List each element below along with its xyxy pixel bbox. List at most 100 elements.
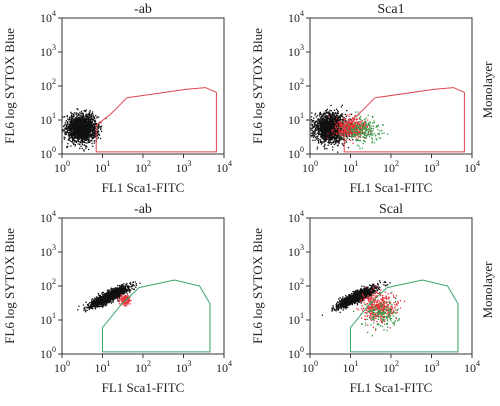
- event-dot: [100, 122, 102, 124]
- event-dot: [89, 116, 92, 118]
- event-dot: [351, 132, 353, 134]
- event-dot: [324, 135, 327, 138]
- event-dot: [317, 125, 319, 127]
- event-dot: [354, 130, 357, 132]
- event-dot: [70, 129, 72, 131]
- event-dot: [340, 106, 342, 108]
- event-dot: [320, 125, 322, 127]
- event-dot: [79, 130, 81, 132]
- event-dot: [78, 128, 80, 130]
- event-dot: [73, 124, 75, 126]
- event-dot: [87, 132, 90, 135]
- event-dot: [343, 117, 345, 119]
- event-dot: [337, 112, 339, 115]
- event-dot: [79, 114, 81, 116]
- event-dot: [335, 130, 337, 132]
- event-dot: [330, 130, 332, 132]
- event-dot: [69, 133, 72, 135]
- event-dot: [322, 115, 324, 117]
- event-dot: [73, 129, 75, 131]
- event-dot: [68, 133, 70, 135]
- event-dot: [72, 137, 74, 139]
- event-dot: [341, 113, 344, 115]
- event-dot: [381, 130, 383, 132]
- event-dot: [362, 126, 364, 128]
- y-tick-label: 101: [40, 111, 56, 127]
- event-dot: [358, 133, 360, 135]
- event-dot: [367, 124, 370, 126]
- event-dot: [316, 129, 318, 131]
- event-dot: [72, 138, 74, 141]
- event-dot: [325, 120, 327, 123]
- event-dot: [336, 115, 338, 117]
- event-dot: [320, 129, 322, 131]
- event-dot: [71, 131, 74, 133]
- event-dot: [379, 130, 381, 132]
- event-dot: [108, 301, 111, 303]
- event-dot: [328, 136, 331, 139]
- event-dot: [354, 135, 356, 138]
- event-dot: [65, 124, 67, 126]
- event-dot: [77, 131, 79, 134]
- event-dot: [327, 124, 329, 126]
- event-dot: [364, 121, 366, 123]
- event-dot: [85, 127, 87, 129]
- event-dot: [342, 126, 344, 129]
- event-dot: [324, 126, 326, 129]
- event-dot: [86, 133, 88, 135]
- event-dot: [90, 135, 92, 137]
- event-dot: [340, 138, 342, 141]
- event-dot: [341, 118, 343, 121]
- event-dot: [356, 130, 358, 132]
- event-dot: [70, 122, 72, 124]
- event-dot: [358, 145, 360, 147]
- event-dot: [69, 116, 71, 118]
- event-dot: [339, 139, 341, 141]
- event-dot: [74, 117, 76, 119]
- event-dot: [327, 128, 329, 130]
- event-dot: [98, 125, 100, 127]
- event-dot: [57, 136, 58, 137]
- event-dot: [349, 127, 351, 129]
- event-dot: [84, 131, 86, 133]
- event-dot: [340, 126, 343, 128]
- event-dot: [336, 137, 338, 139]
- event-dot: [110, 287, 112, 289]
- event-dot: [352, 121, 354, 123]
- event-dot: [81, 118, 83, 120]
- event-dot: [75, 129, 77, 131]
- event-dot: [72, 117, 74, 120]
- event-dot: [353, 132, 355, 134]
- event-dot: [91, 124, 94, 126]
- event-dot: [85, 114, 88, 116]
- event-dot: [371, 138, 374, 140]
- event-dot: [66, 129, 69, 131]
- event-dot: [323, 113, 326, 115]
- event-dot: [369, 125, 371, 127]
- event-dot: [87, 129, 89, 131]
- event-dot: [322, 127, 324, 129]
- event-dot: [375, 126, 377, 128]
- event-dot: [112, 299, 114, 301]
- event-dot: [355, 133, 357, 136]
- event-dot: [335, 127, 337, 129]
- panel-title: -ab: [134, 2, 152, 17]
- event-dot: [71, 115, 74, 118]
- event-dot: [321, 128, 323, 130]
- y-tick-label: 104: [40, 9, 56, 25]
- event-dot: [354, 123, 356, 126]
- event-dot: [88, 129, 90, 132]
- event-dot: [70, 130, 73, 132]
- event-dot: [327, 141, 329, 143]
- event-dot: [317, 127, 319, 129]
- event-dot: [82, 123, 84, 126]
- event-dot: [371, 134, 373, 136]
- event-dot: [336, 110, 339, 112]
- event-dot: [71, 133, 73, 135]
- event-dot: [327, 136, 329, 138]
- event-dot: [329, 113, 331, 115]
- event-dot: [97, 130, 99, 132]
- event-dot: [75, 116, 77, 119]
- event-dot: [85, 119, 87, 121]
- event-dot: [372, 125, 375, 127]
